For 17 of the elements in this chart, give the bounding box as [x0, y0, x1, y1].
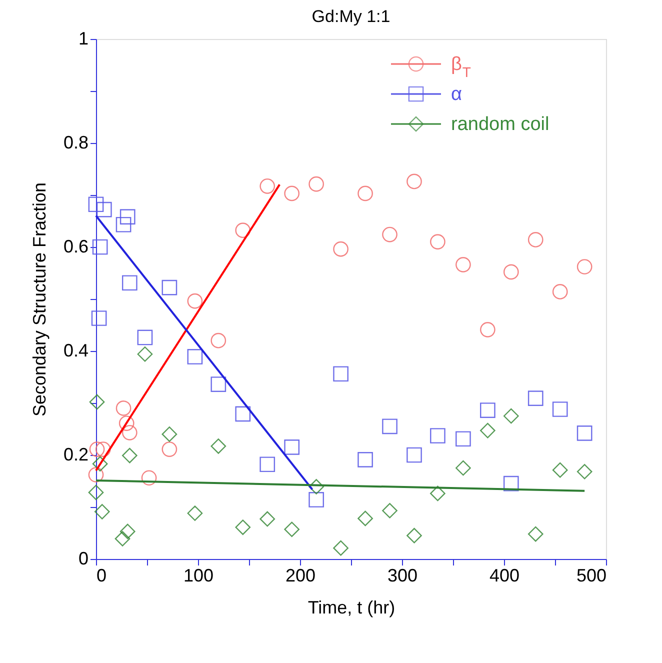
- legend-label: α: [451, 84, 462, 105]
- y-tick-label: 0.2: [63, 444, 88, 464]
- x-axis-title: Time, t (hr): [308, 598, 396, 618]
- x-tick-label: 400: [489, 566, 520, 586]
- y-tick-label: 0: [78, 548, 88, 568]
- x-tick-label: 200: [285, 566, 316, 586]
- y-tick-label: 0.6: [63, 236, 88, 256]
- chart-title: Gd:My 1:1: [312, 7, 390, 26]
- y-axis-title: Secondary Structure Fraction: [29, 182, 50, 417]
- legend-label: random coil: [451, 114, 550, 135]
- x-tick-label: 100: [183, 566, 214, 586]
- x-tick-label: 300: [387, 566, 418, 586]
- x-tick-label: 500: [576, 566, 606, 586]
- y-tick-label: 0.4: [63, 340, 88, 360]
- y-tick-label: 0.8: [63, 132, 88, 152]
- x-tick-label: 0: [96, 566, 107, 586]
- y-tick-label: 1: [78, 28, 88, 48]
